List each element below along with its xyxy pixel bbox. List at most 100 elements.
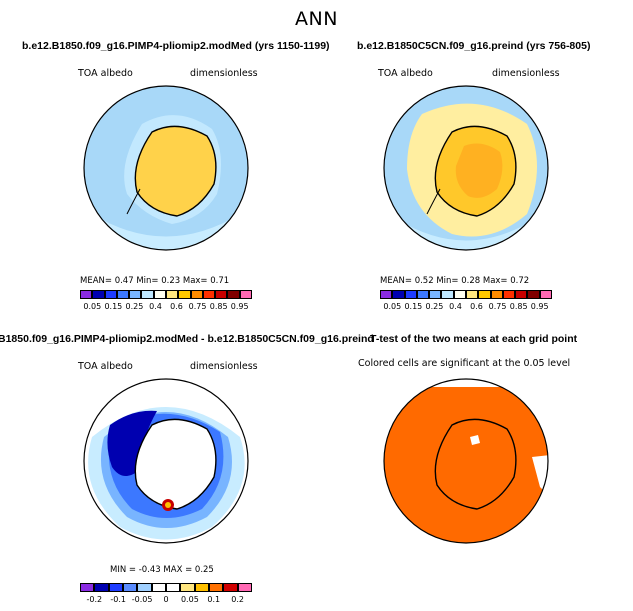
colorbar-swatch: [190, 290, 203, 299]
panel3-stats: MIN = -0.43 MAX = 0.25: [110, 565, 214, 575]
colorbar-swatch: [392, 290, 405, 299]
colorbar-tick-label: 0.05: [180, 595, 199, 604]
panel3-antarctica-field: [135, 419, 216, 509]
colorbar-swatch: [465, 290, 479, 299]
colorbar-tick-label: 0.6: [170, 302, 183, 311]
colorbar-swatch: [490, 290, 503, 299]
colorbar-swatch: [416, 290, 430, 299]
colorbar-tick-label: 0.95: [230, 302, 249, 311]
colorbar-tick-label: 0.1: [207, 595, 221, 604]
colorbar-swatch: [453, 290, 466, 299]
panel1-map: [83, 85, 249, 251]
panel3-map: [83, 378, 249, 544]
colorbar-tick-label: 0.85: [209, 302, 228, 311]
main-title: ANN: [295, 8, 338, 30]
colorbar-swatch: [94, 583, 109, 592]
panel1-units: dimensionless: [190, 68, 258, 79]
colorbar-swatch: [239, 290, 252, 299]
colorbar-swatch: [441, 290, 454, 299]
colorbar-swatch: [202, 290, 216, 299]
colorbar-tick-label: 0.15: [104, 302, 123, 311]
panel2-map: [383, 85, 549, 251]
colorbar-tick-label: 0.75: [488, 302, 507, 311]
colorbar-swatch: [80, 583, 95, 592]
panel2-variable: TOA albedo: [378, 68, 433, 79]
panel2-stats: MEAN= 0.52 Min= 0.28 Max= 0.72: [380, 276, 530, 286]
colorbar-swatch: [80, 290, 93, 299]
panel1-stats: MEAN= 0.47 Min= 0.23 Max= 0.71: [80, 276, 230, 286]
panel2-units: dimensionless: [492, 68, 560, 79]
colorbar-tick-label: 0.05: [383, 302, 402, 311]
colorbar-swatch: [227, 290, 240, 299]
colorbar-swatch: [180, 583, 195, 592]
colorbar-tick-label: 0.4: [149, 302, 162, 311]
colorbar-tick-label: 0.95: [530, 302, 549, 311]
panel2-colorbar: [380, 290, 552, 299]
panel3-title: B1850.f09_g16.PIMP4-pliomip2.modMed - b.…: [0, 333, 374, 345]
panel4-map: [383, 378, 549, 544]
panel1-map-border: [83, 85, 249, 251]
panel4-map-border: [383, 378, 549, 544]
panel3-map-border: [83, 378, 249, 544]
colorbar-tick-label: 0.85: [509, 302, 528, 311]
colorbar-tick-label: 0: [163, 595, 169, 604]
panel2-coastline: [434, 125, 517, 217]
panel3-coastline: [134, 418, 217, 510]
panel4-insignificant-top: [384, 379, 548, 387]
colorbar-tick-label: 0.15: [404, 302, 423, 311]
colorbar-tick-label: 0.25: [425, 302, 444, 311]
colorbar-swatch: [223, 583, 238, 592]
panel1-variable: TOA albedo: [78, 68, 133, 79]
panel3-weddell-field: [107, 410, 157, 476]
panel1-colorbar: [80, 290, 252, 299]
colorbar-swatch: [116, 290, 130, 299]
panel2-peninsula: [426, 188, 441, 215]
colorbar-tick-label: 0.25: [125, 302, 144, 311]
colorbar-swatch: [122, 583, 138, 592]
panel4-insignificant-interior: [470, 435, 480, 445]
colorbar-tick-label: 0.75: [188, 302, 207, 311]
colorbar-swatch: [380, 290, 393, 299]
colorbar-swatch: [165, 290, 179, 299]
colorbar-swatch: [515, 290, 528, 299]
panel1-coastline: [134, 125, 217, 217]
panel4-coastline: [434, 418, 517, 510]
panel4-significant-field: [384, 379, 548, 543]
colorbar-swatch: [527, 290, 540, 299]
colorbar-swatch: [153, 290, 166, 299]
colorbar-tick-label: -0.2: [86, 595, 103, 604]
colorbar-swatch: [137, 583, 152, 592]
panel1-peninsula: [126, 188, 141, 215]
colorbar-tick-label: 0.05: [83, 302, 102, 311]
panel3-units: dimensionless: [190, 361, 258, 372]
colorbar-swatch: [151, 583, 166, 592]
panel1-title: b.e12.B1850.f09_g16.PIMP4-pliomip2.modMe…: [22, 40, 330, 52]
colorbar-swatch: [194, 583, 209, 592]
colorbar-swatch: [108, 583, 123, 592]
colorbar-swatch: [141, 290, 154, 299]
colorbar-swatch: [502, 290, 516, 299]
colorbar-tick-label: 0.4: [449, 302, 462, 311]
panel1-antarctica-field: [135, 126, 216, 216]
colorbar-swatch: [208, 583, 224, 592]
colorbar-swatch: [429, 290, 442, 299]
panel3-positive-anomaly-core: [165, 502, 171, 508]
colorbar-swatch: [478, 290, 491, 299]
colorbar-swatch: [178, 290, 191, 299]
colorbar-swatch: [165, 583, 181, 592]
colorbar-swatch: [129, 290, 142, 299]
colorbar-tick-label: 0.6: [470, 302, 483, 311]
colorbar-swatch: [404, 290, 417, 299]
panel2-map-border: [383, 85, 549, 251]
colorbar-tick-label: -0.1: [110, 595, 127, 604]
colorbar-tick-label: 0.2: [231, 595, 245, 604]
panel3-colorbar: [80, 583, 252, 592]
panel2-plateau-field: [455, 143, 503, 198]
colorbar-tick-label: -0.05: [131, 595, 153, 604]
panel4-subtitle: Colored cells are significant at the 0.0…: [358, 358, 571, 369]
panel3-variable: TOA albedo: [78, 361, 133, 372]
colorbar-swatch: [539, 290, 552, 299]
colorbar-swatch: [104, 290, 117, 299]
colorbar-swatch: [237, 583, 252, 592]
panel2-title: b.e12.B1850C5CN.f09_g16.preind (yrs 756-…: [357, 40, 591, 52]
